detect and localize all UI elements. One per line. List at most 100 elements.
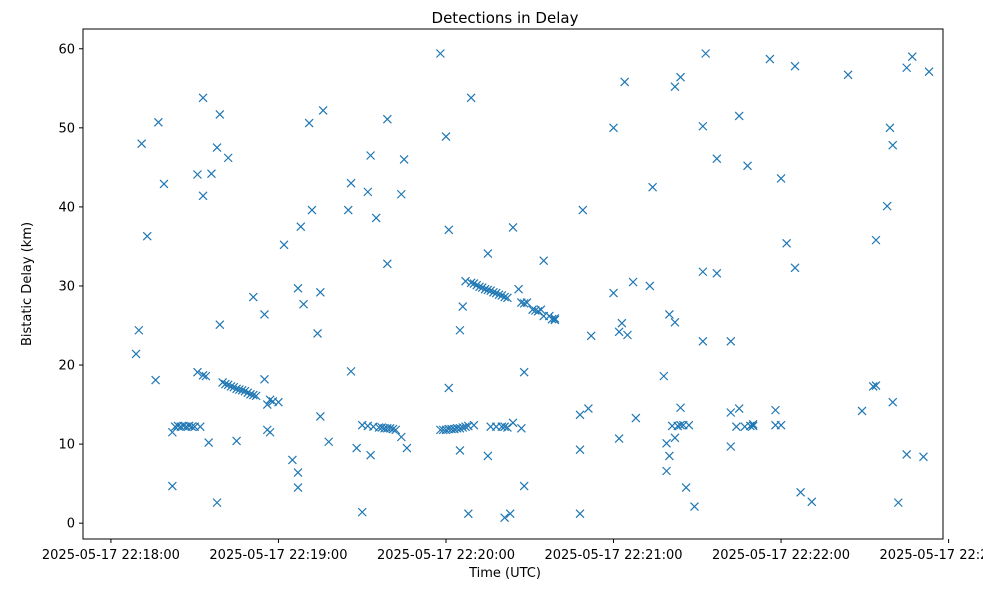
data-point <box>623 330 632 340</box>
data-point <box>151 375 161 385</box>
data-point <box>519 367 529 377</box>
data-point <box>771 405 780 415</box>
data-point <box>455 325 465 335</box>
data-point <box>248 292 258 302</box>
data-point <box>578 205 588 215</box>
data-point <box>296 222 306 232</box>
data-point <box>461 422 470 432</box>
data-point <box>279 240 289 250</box>
data-point <box>142 231 152 241</box>
data-point <box>382 114 392 124</box>
data-point <box>293 483 303 493</box>
data-point <box>748 419 758 429</box>
data-point <box>315 287 325 297</box>
data-point <box>726 442 736 451</box>
data-point <box>782 238 792 248</box>
data-point <box>519 298 529 308</box>
data-point <box>293 468 303 478</box>
data-point <box>265 427 275 437</box>
data-point <box>371 213 381 223</box>
x-tick-label: 2025-05-17 22:22:00 <box>712 548 850 563</box>
data-point <box>246 389 255 399</box>
data-point <box>617 318 627 328</box>
data-point <box>888 397 898 407</box>
data-point <box>731 422 741 432</box>
data-point <box>609 123 618 133</box>
y-axis-label: Bistatic Delay (km) <box>20 222 35 346</box>
data-point <box>265 395 275 405</box>
data-point <box>215 320 225 330</box>
plot-area-frame <box>82 28 944 540</box>
data-point <box>385 423 395 433</box>
x-tick-label: 2025-05-17 22:18:00 <box>42 548 180 563</box>
data-point <box>251 391 261 401</box>
data-point <box>676 72 685 82</box>
data-point <box>807 497 817 507</box>
y-tick-label: 20 <box>58 359 75 374</box>
data-point <box>628 277 638 287</box>
y-tick-label: 10 <box>58 438 75 453</box>
data-point <box>885 123 895 133</box>
data-point <box>586 331 596 341</box>
data-point <box>455 446 465 455</box>
data-point <box>366 151 376 160</box>
data-point <box>919 452 928 462</box>
data-point <box>469 279 479 289</box>
data-point <box>494 290 504 300</box>
data-point <box>497 291 507 300</box>
data-point <box>614 434 624 444</box>
data-point <box>472 280 482 290</box>
data-point <box>223 380 233 390</box>
y-tick-label: 30 <box>58 279 75 294</box>
data-point <box>748 421 758 431</box>
data-point <box>248 390 258 400</box>
data-point <box>684 420 694 430</box>
data-point <box>743 161 752 171</box>
data-point <box>441 132 451 141</box>
data-point <box>382 259 392 269</box>
data-point <box>388 424 398 434</box>
data-point <box>776 174 786 183</box>
data-point <box>313 328 322 338</box>
data-point <box>193 367 202 377</box>
data-point <box>402 443 412 453</box>
data-point <box>187 422 197 432</box>
data-point <box>304 118 314 128</box>
data-point <box>745 421 755 431</box>
x-tick-label: 2025-05-17 22:21:00 <box>544 548 682 563</box>
data-point <box>198 93 208 103</box>
data-point <box>204 438 214 447</box>
data-point <box>352 443 362 453</box>
data-point <box>734 404 744 413</box>
data-point <box>137 139 147 149</box>
data-point <box>167 481 177 491</box>
data-point <box>676 420 685 430</box>
data-point <box>299 299 309 309</box>
data-point <box>645 281 655 291</box>
data-point <box>475 282 484 292</box>
data-point <box>614 327 624 337</box>
data-point <box>366 450 376 460</box>
x-tick-label: 2025-05-17 22:23:00 <box>880 548 983 563</box>
data-point <box>483 451 493 461</box>
data-point <box>575 445 585 455</box>
data-point <box>207 169 216 179</box>
y-tick-label: 0 <box>67 517 75 532</box>
data-point <box>260 374 269 384</box>
data-point <box>324 437 334 447</box>
data-point <box>220 379 230 389</box>
data-point <box>391 425 401 435</box>
data-point <box>458 302 468 311</box>
data-point <box>631 413 641 423</box>
data-point <box>902 449 912 459</box>
data-point <box>500 513 510 523</box>
data-point <box>262 400 272 410</box>
axis-ticks: 2025-05-17 22:18:00 2025-05-17 22:19:00 20… <box>42 42 983 563</box>
data-point <box>508 418 518 428</box>
data-point <box>212 498 222 508</box>
data-point <box>868 381 878 391</box>
data-point <box>466 93 476 103</box>
data-point <box>435 49 445 58</box>
